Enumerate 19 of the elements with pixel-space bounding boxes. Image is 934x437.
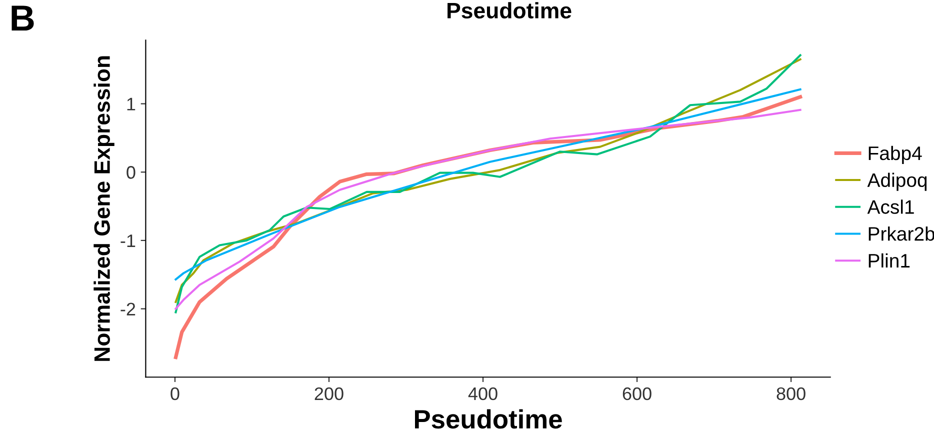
x-tick-label: 800 [776, 387, 806, 400]
x-tick-label: 0 [170, 387, 180, 400]
x-axis-title: Pseudotime [415, 409, 562, 429]
legend-label: Adipoq [867, 172, 927, 191]
legend-label: Fabp4 [868, 146, 922, 164]
x-tick-label: 600 [622, 387, 652, 400]
y-tick-label: -1 [120, 234, 136, 247]
x-tick-label: 200 [314, 387, 344, 400]
legend-label: Plin1 [868, 253, 910, 268]
y-tick-label: -2 [120, 302, 136, 316]
y-tick-label: 1 [127, 98, 136, 110]
legend-label: Acsl1 [867, 200, 914, 214]
line-series [174, 108, 802, 310]
line-series [174, 88, 802, 280]
chart-title: Pseudotime [448, 2, 572, 19]
y-axis-title: Normalized Gene Expression [94, 56, 114, 361]
y-tick-label: 0 [126, 166, 136, 179]
x-tick-label: 400 [468, 387, 498, 400]
text: B [12, 6, 34, 31]
